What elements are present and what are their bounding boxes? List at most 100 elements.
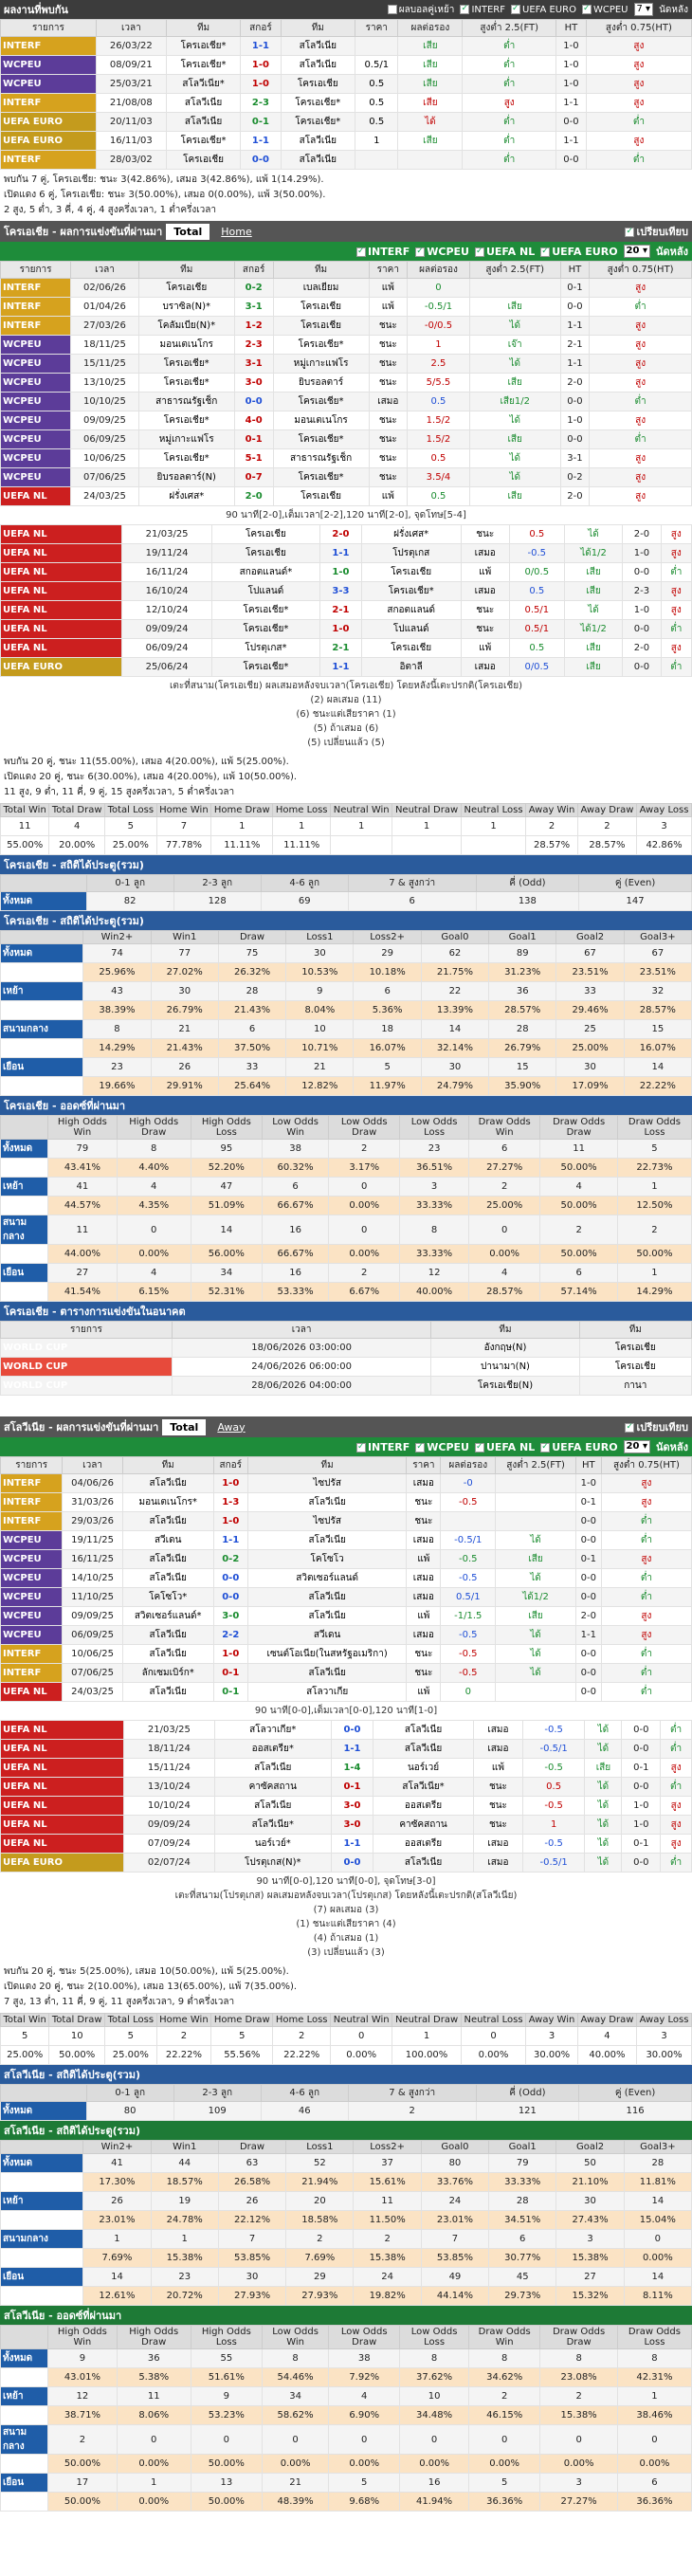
league-cell[interactable]: INTERF <box>0 1473 64 1493</box>
table-row[interactable]: INTERF 01/04/26 บราซิล(N)* 3-1 โครเอเชีย แพ้ -… <box>0 297 692 317</box>
table-row[interactable]: WCPEU 13/10/25 โครเอเชีย* 3-0 ยิบรอลตาร์ ชนะ 5… <box>0 373 692 393</box>
checkbox-icon[interactable] <box>415 1442 426 1452</box>
league-cell[interactable]: WORLD CUP <box>0 1357 173 1377</box>
filter-uefa-euro[interactable]: UEFA EURO <box>511 4 576 15</box>
away-team-cell[interactable]: ฝรั่งเศส* <box>360 524 462 544</box>
league-cell[interactable]: WCPEU <box>0 55 97 75</box>
home-team-cell[interactable]: คาซัคสถาน <box>213 1777 332 1797</box>
table-row[interactable]: UEFA EURO 25/06/24 โครเอเชีย* 1-1 อิตาลี เสมอ… <box>0 657 692 677</box>
table-row[interactable]: INTERF 02/06/26 โครเอเชีย 0-2 เบลเยียม แพ้ 0 0-… <box>0 278 692 298</box>
home-team-cell[interactable]: สโลวีเนีย <box>121 1682 214 1702</box>
home-team-cell[interactable]: มอนเตเนโกร <box>137 335 235 355</box>
filter-uefa-euro[interactable]: UEFA EURO <box>540 1441 618 1453</box>
league-cell[interactable]: UEFA NL <box>0 1739 125 1759</box>
home-team-cell[interactable]: มอนเตเนโกร* <box>121 1492 214 1512</box>
score-cell[interactable]: 2-0 <box>319 524 362 544</box>
home-team-cell[interactable]: โครเอเชีย* <box>210 619 321 639</box>
away-team-cell[interactable]: ยิบรอลตาร์ <box>272 373 370 393</box>
score-cell[interactable]: 3-0 <box>212 1606 248 1626</box>
table-row[interactable]: INTERF 28/03/02 โครเอเชีย 0-0 สโลวีเนีย ต่ำ 0-… <box>0 150 692 170</box>
score-cell[interactable]: 3-0 <box>233 373 274 393</box>
league-cell[interactable]: UEFA NL <box>0 619 123 639</box>
table-row[interactable]: WCPEU 25/03/21 สโลวีเนีย* 1-0 โครเอเชีย 0.5 เส… <box>0 74 692 94</box>
league-cell[interactable]: UEFA NL <box>0 638 123 658</box>
table-row[interactable]: UEFA NL 24/03/25 สโลวีเนีย 0-1 สโลวาเกีย แพ้ 0… <box>0 1682 692 1702</box>
away-team-cell[interactable]: โครเอเชีย* <box>272 392 370 411</box>
table-row[interactable]: INTERF 26/03/22 โครเอเชีย* 1-1 สโลวีเนีย เสีย… <box>0 36 692 56</box>
checkbox-icon[interactable] <box>625 227 635 237</box>
away-team-cell[interactable]: สโลวีเนีย <box>246 1663 408 1683</box>
away-team-cell[interactable]: โครเอเชีย <box>272 486 370 506</box>
score-cell[interactable]: 0-0 <box>212 1587 248 1607</box>
score-cell[interactable]: 1-0 <box>212 1644 248 1664</box>
league-cell[interactable]: INTERF <box>0 150 97 170</box>
home-team-cell[interactable]: ยิบรอลตาร์(N) <box>137 467 235 487</box>
away-team-cell[interactable]: สโลวีเนีย <box>280 150 356 170</box>
filter-wcpeu[interactable]: WCPEU <box>581 4 628 15</box>
away-team-cell[interactable]: โครเอเชีย <box>578 1338 692 1358</box>
checkbox-icon[interactable] <box>415 247 426 257</box>
score-cell[interactable]: 1-1 <box>240 131 282 151</box>
score-cell[interactable]: 1-3 <box>212 1492 248 1512</box>
away-team-cell[interactable]: คาซัคสถาน <box>373 1815 474 1835</box>
away-team-cell[interactable]: ออสเตรีย <box>373 1834 474 1854</box>
home-team-cell[interactable]: โครเอเชีย* <box>165 55 242 75</box>
table-row[interactable]: INTERF 04/06/26 สโลวีเนีย 1-0 ไซปรัส เสมอ -0 1-… <box>0 1473 692 1493</box>
score-cell[interactable]: 1-2 <box>233 316 274 336</box>
league-cell[interactable]: INTERF <box>0 297 72 317</box>
league-cell[interactable]: UEFA NL <box>0 1758 125 1778</box>
checkbox-icon[interactable] <box>355 247 366 257</box>
home-team-cell[interactable]: โครเอเชีย* <box>210 657 321 677</box>
table-row[interactable]: WCPEU 14/10/25 สโลวีเนีย 0-0 สวิตเซอร์แลนด์เ… <box>0 1568 692 1588</box>
league-cell[interactable]: UEFA NL <box>0 1720 125 1740</box>
filter-wcpeu[interactable]: WCPEU <box>415 1441 469 1453</box>
league-cell[interactable]: INTERF <box>0 36 97 56</box>
checkbox-icon[interactable] <box>387 4 397 14</box>
away-team-cell[interactable]: สวิตเซอร์แลนด์ <box>246 1568 408 1588</box>
away-team-cell[interactable]: สโลวีเนีย <box>373 1853 474 1873</box>
away-team-cell[interactable]: โครเอเชีย* <box>280 112 356 132</box>
home-team-cell[interactable]: สโลวีเนีย* <box>213 1815 332 1835</box>
checkbox-icon[interactable] <box>540 1442 551 1452</box>
league-cell[interactable]: UEFA NL <box>0 1834 125 1854</box>
score-cell[interactable]: 1-0 <box>319 619 362 639</box>
score-cell[interactable]: 2-1 <box>319 638 362 658</box>
home-team-cell[interactable]: สวิตเซอร์แลนด์* <box>121 1606 214 1626</box>
away-team-cell[interactable]: สโลวาเกีย <box>246 1682 408 1702</box>
home-team-cell[interactable]: โครเอเชีย* <box>137 373 235 393</box>
home-team-cell[interactable]: โคโซโว* <box>121 1587 214 1607</box>
away-team-cell[interactable]: สาธารณรัฐเช็ก <box>272 448 370 468</box>
league-cell[interactable]: INTERF <box>0 1663 64 1683</box>
away-team-cell[interactable]: โปแลนด์ <box>360 619 462 639</box>
league-cell[interactable]: UEFA NL <box>0 543 123 563</box>
home-team-cell[interactable]: ออสเตรีย* <box>213 1739 332 1759</box>
home-team-cell[interactable]: ลักเซมเบิร์ก* <box>121 1663 214 1683</box>
tab-total[interactable]: Total <box>162 1418 207 1435</box>
away-team-cell[interactable]: โครเอเชีย <box>360 562 462 582</box>
table-row[interactable]: UEFA NL 07/09/24 นอร์เวย์* 1-1 ออสเตรีย เสมอ -… <box>0 1834 692 1854</box>
home-team-cell[interactable]: โครเอเชีย <box>165 150 242 170</box>
league-cell[interactable]: INTERF <box>0 278 72 298</box>
same-home-toggle[interactable]: ผลบอลคู่เหย้า <box>387 3 454 17</box>
league-cell[interactable]: WCPEU <box>0 1606 64 1626</box>
home-team-cell[interactable]: สโลวีเนีย <box>121 1549 214 1569</box>
league-cell[interactable]: UEFA EURO <box>0 1853 125 1873</box>
checkbox-icon[interactable] <box>581 4 592 14</box>
home-team-cell[interactable]: สโลวีเนีย <box>121 1625 214 1645</box>
away-team-cell[interactable]: สโลวีเนีย <box>373 1739 474 1759</box>
filter-uefa-nl[interactable]: UEFA NL <box>474 1441 535 1453</box>
league-cell[interactable]: UEFA NL <box>0 581 123 601</box>
league-cell[interactable]: WORLD CUP <box>0 1376 173 1396</box>
home-team-cell[interactable]: โคลัมเบีย(N)* <box>137 316 235 336</box>
table-row[interactable]: WORLD CUP 18/06/2026 03:00:00 อังกฤษ(N) โคร… <box>0 1338 692 1358</box>
away-team-cell[interactable]: โครเอเชีย <box>280 74 356 94</box>
league-cell[interactable]: WCPEU <box>0 467 72 487</box>
home-team-cell[interactable]: โครเอเชีย <box>210 543 321 563</box>
score-cell[interactable]: 3-1 <box>233 354 274 374</box>
league-cell[interactable]: UEFA NL <box>0 1796 125 1816</box>
table-row[interactable]: INTERF 21/08/08 สโลวีเนีย 2-3 โครเอเชีย* 0.5 เ… <box>0 93 692 113</box>
score-cell[interactable]: 1-0 <box>240 55 282 75</box>
checkbox-icon[interactable] <box>540 247 551 257</box>
score-cell[interactable]: 0-1 <box>240 112 282 132</box>
away-team-cell[interactable]: สโลวีเนีย <box>280 55 356 75</box>
